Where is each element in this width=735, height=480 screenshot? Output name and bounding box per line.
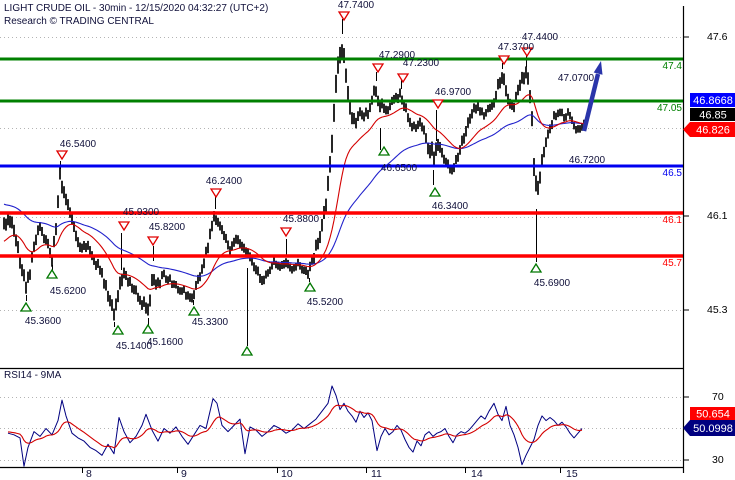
down-triangle-marker: [497, 55, 511, 66]
down-triangle-marker: [146, 236, 160, 247]
up-triangle-marker: [529, 262, 543, 273]
down-triangle-marker: [117, 221, 131, 232]
down-triangle-marker: [55, 150, 69, 161]
rsi-ma-line: [7, 404, 583, 449]
up-triangle-marker: [19, 301, 33, 312]
rsi-line: [7, 385, 583, 467]
up-triangle-marker: [303, 281, 317, 292]
price-badge: [690, 108, 735, 121]
down-triangle-marker: [520, 47, 534, 58]
up-triangle-marker: [187, 305, 201, 316]
price-badge: [690, 93, 735, 107]
down-triangle-marker: [431, 99, 445, 110]
rsi-badge: [690, 407, 735, 420]
price-badge-value: 46.85: [699, 110, 727, 122]
price-badge-value: 46.826: [696, 125, 730, 137]
down-triangle-marker: [371, 63, 385, 74]
up-triangle-marker: [111, 324, 125, 335]
down-triangle-marker: [337, 11, 351, 22]
rsi-badge: [683, 420, 735, 436]
trend-arrow-icon: [581, 73, 601, 132]
up-triangle-marker: [428, 186, 442, 197]
down-triangle-marker: [279, 227, 293, 238]
trend-arrow-head-icon: [593, 61, 603, 75]
price-badge: [683, 122, 735, 137]
ma-slow-line: [3, 114, 584, 277]
price-badge-value: 46.8668: [693, 95, 733, 107]
up-triangle-marker: [45, 268, 59, 279]
up-triangle-marker: [240, 345, 254, 356]
down-triangle-marker: [396, 73, 410, 84]
up-triangle-marker: [141, 323, 155, 334]
rsi-badge-value: 50.0998: [693, 423, 733, 435]
rsi-badge-value: 50.654: [696, 409, 730, 421]
up-triangle-marker: [377, 145, 391, 156]
ma-fast-line: [3, 94, 585, 290]
down-triangle-marker: [209, 188, 223, 199]
